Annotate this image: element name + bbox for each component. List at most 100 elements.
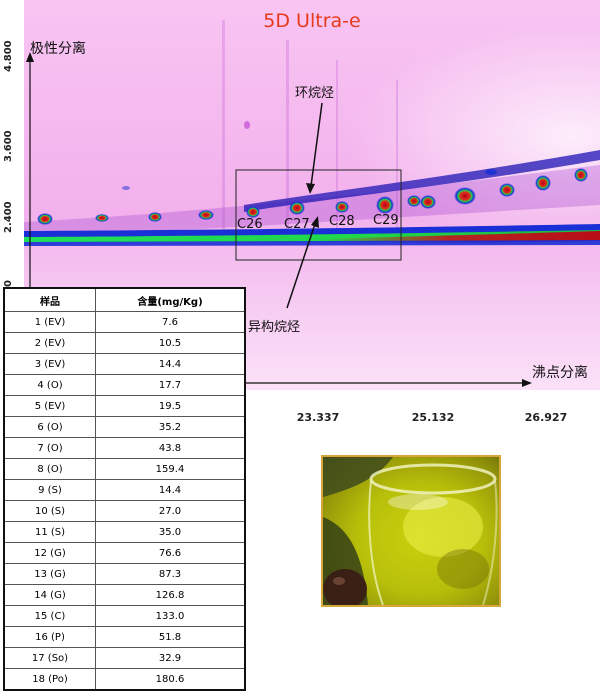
peak — [122, 186, 130, 190]
x-axis-title: 沸点分离 — [532, 365, 588, 381]
y-axis-arrow — [26, 52, 34, 62]
sample-cell: 12 (G) — [3, 542, 96, 564]
sample-content-table: 样品 含量(mg/Kg) 1 (EV) 7.6 2 (EV) 10.5 3 (EV) 14… — [3, 287, 246, 691]
table-row: 3 (EV) 14.4 — [3, 353, 246, 375]
table-row: 2 (EV) 10.5 — [3, 332, 246, 354]
alkane-band-base — [24, 240, 600, 246]
peak-label-c26: C26 — [237, 217, 263, 232]
table-row: 15 (C) 133.0 — [3, 605, 246, 627]
peak — [407, 195, 421, 207]
peak-label-c27: C27 — [284, 217, 310, 232]
table-row: 18 (Po) 180.6 — [3, 668, 246, 691]
y-tick-label: 3.600 — [3, 130, 14, 162]
x-tick-label: 25.132 — [411, 411, 455, 424]
olive-oil-image — [323, 457, 499, 605]
column-header-sample: 样品 — [3, 287, 96, 312]
sample-cell: 9 (S) — [3, 479, 96, 501]
peak — [148, 212, 162, 222]
peak-label-c28: C28 — [329, 214, 355, 229]
x-tick-label: 23.337 — [296, 411, 340, 424]
sample-cell: 8 (O) — [3, 458, 96, 480]
alkane-band-red — [324, 231, 600, 243]
sample-cell: 7 (O) — [3, 437, 96, 459]
sample-cell: 6 (O) — [3, 416, 96, 438]
region-box — [235, 169, 402, 261]
peak — [574, 168, 588, 182]
peak-c27 — [289, 201, 305, 215]
peak — [499, 183, 515, 197]
sample-cell: 18 (Po) — [3, 668, 96, 691]
sample-cell: 11 (S) — [3, 521, 96, 543]
content-cell: 87.3 — [95, 563, 246, 585]
table-row: 17 (So) 32.9 — [3, 647, 246, 669]
content-cell: 27.0 — [95, 500, 246, 522]
sample-cell: 13 (G) — [3, 563, 96, 585]
sample-cell: 17 (So) — [3, 647, 96, 669]
table-row: 6 (O) 35.2 — [3, 416, 246, 438]
cycloalkane-label: 环烷烃 — [295, 86, 335, 101]
cycloalkane-band — [244, 150, 600, 212]
table-row: 11 (S) 35.0 — [3, 521, 246, 543]
sample-cell: 1 (EV) — [3, 311, 96, 333]
sample-cell: 2 (EV) — [3, 332, 96, 354]
table-row: 8 (O) 159.4 — [3, 458, 246, 480]
table-row: 16 (P) 51.8 — [3, 626, 246, 648]
peak-c28 — [335, 201, 349, 213]
sample-cell: 5 (EV) — [3, 395, 96, 417]
y-tick-label: 2.400 — [3, 201, 14, 233]
isoalkane-arrow-line — [286, 223, 316, 309]
peaks — [37, 121, 588, 225]
content-cell: 19.5 — [95, 395, 246, 417]
cycloalkane-arrow-head — [306, 183, 315, 194]
content-cell: 76.6 — [95, 542, 246, 564]
olive-oil-photo — [321, 455, 501, 607]
content-cell: 14.4 — [95, 479, 246, 501]
content-cell: 35.2 — [95, 416, 246, 438]
y-tick-label: 0 — [3, 280, 14, 287]
vertical-streaks — [222, 20, 398, 230]
sample-cell: 16 (P) — [3, 626, 96, 648]
peak — [535, 175, 551, 191]
cycloalkane-arrow-line — [310, 102, 323, 187]
chart-title: 5D Ultra-e — [263, 10, 361, 32]
peak — [244, 121, 250, 129]
sample-cell: 4 (O) — [3, 374, 96, 396]
table-header-row: 样品 含量(mg/Kg) — [3, 287, 246, 312]
table-row: 5 (EV) 19.5 — [3, 395, 246, 417]
table-row: 7 (O) 43.8 — [3, 437, 246, 459]
content-cell: 10.5 — [95, 332, 246, 354]
peak-label-c29: C29 — [373, 213, 399, 228]
peak-c26 — [246, 206, 260, 218]
sample-cell: 14 (G) — [3, 584, 96, 606]
column-header-content: 含量(mg/Kg) — [95, 287, 246, 312]
peak — [485, 169, 497, 175]
content-cell: 133.0 — [95, 605, 246, 627]
content-cell: 180.6 — [95, 668, 246, 691]
peak — [198, 210, 214, 220]
peak — [37, 213, 53, 225]
table-row: 4 (O) 17.7 — [3, 374, 246, 396]
content-cell: 51.8 — [95, 626, 246, 648]
x-tick-label: 26.927 — [524, 411, 568, 424]
table-body: 1 (EV) 7.6 2 (EV) 10.5 3 (EV) 14.4 4 (O) 17.7 5 … — [3, 311, 246, 691]
peak — [95, 214, 109, 222]
table-row: 1 (EV) 7.6 — [3, 311, 246, 333]
plot-canvas — [24, 20, 600, 387]
table-row: 12 (G) 76.6 — [3, 542, 246, 564]
table-row: 9 (S) 14.4 — [3, 479, 246, 501]
x-axis-arrow — [522, 379, 532, 387]
content-cell: 43.8 — [95, 437, 246, 459]
isoalkane-arrow-head — [311, 216, 319, 228]
content-cell: 126.8 — [95, 584, 246, 606]
content-cell: 7.6 — [95, 311, 246, 333]
sample-cell: 10 (S) — [3, 500, 96, 522]
table-row: 14 (G) 126.8 — [3, 584, 246, 606]
sample-cell: 3 (EV) — [3, 353, 96, 375]
content-cell: 35.0 — [95, 521, 246, 543]
peak-c29 — [376, 196, 394, 214]
isoalkane-label: 异构烷烃 — [248, 320, 301, 335]
y-tick-label: 4.800 — [3, 40, 14, 72]
content-cell: 159.4 — [95, 458, 246, 480]
content-cell: 32.9 — [95, 647, 246, 669]
content-cell: 17.7 — [95, 374, 246, 396]
